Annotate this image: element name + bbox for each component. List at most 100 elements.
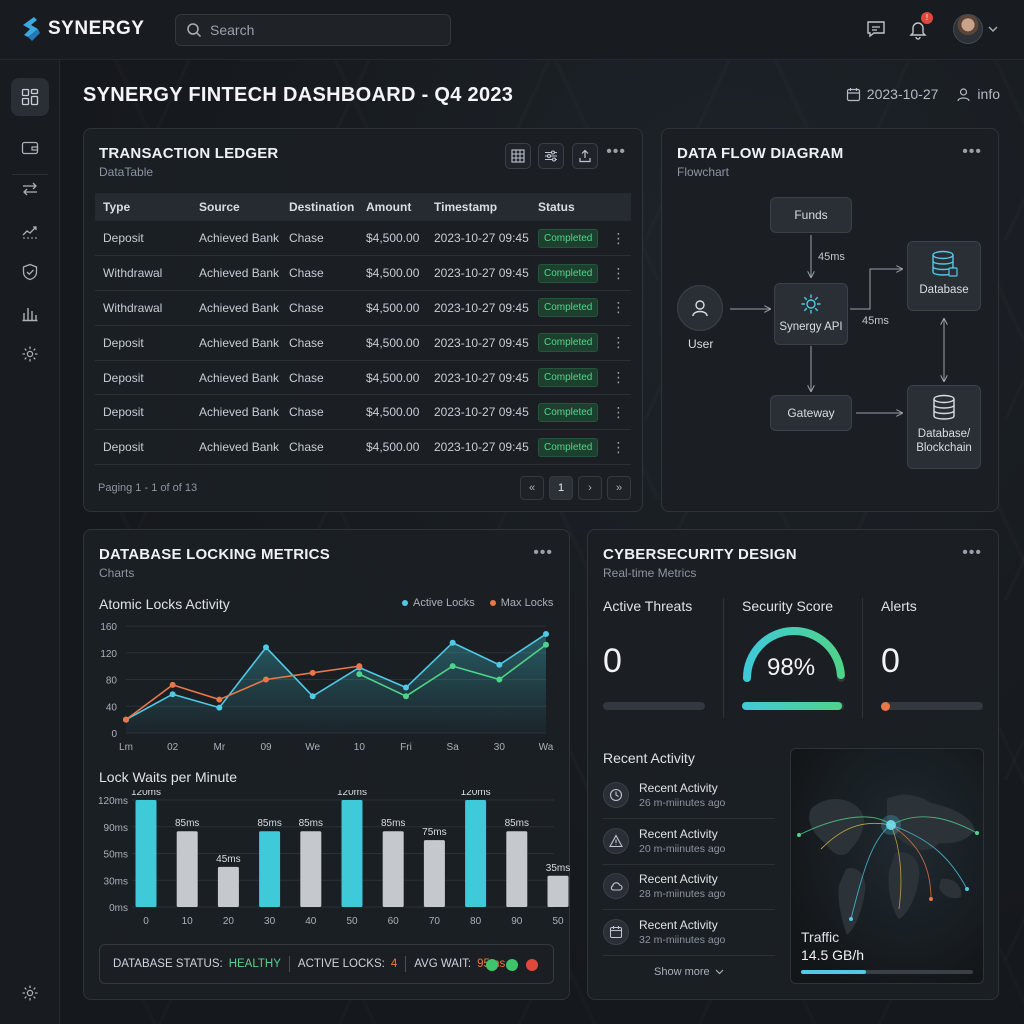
data-point[interactable] [309, 669, 316, 676]
data-point[interactable] [216, 696, 223, 703]
avatar[interactable] [953, 14, 983, 44]
bar[interactable] [465, 800, 487, 907]
header-user-label[interactable]: info [977, 86, 1000, 102]
data-point[interactable] [169, 691, 176, 698]
activity-item[interactable]: Recent Activity 26 m-miinutes ago [603, 774, 775, 819]
col-header-destination[interactable]: Destination [289, 200, 355, 214]
col-header-type[interactable]: Type [103, 200, 131, 214]
row-menu-icon[interactable]: ⋮ [611, 264, 626, 281]
data-point[interactable] [496, 661, 503, 668]
table-row[interactable]: Deposit Achieved Bank Chase $4,500.00 2023-1… [95, 395, 631, 430]
row-menu-icon[interactable]: ⋮ [611, 334, 626, 351]
chevron-down-icon[interactable] [988, 25, 998, 33]
node-synergy-api[interactable]: Synergy API [774, 283, 848, 345]
data-point[interactable] [403, 684, 409, 691]
node-user[interactable] [677, 285, 723, 331]
table-row[interactable]: Withdrawal Achieved Bank Chase $4,500.00 202… [95, 256, 631, 291]
chat-icon[interactable] [865, 18, 887, 40]
table-row[interactable]: Deposit Achieved Bank Chase $4,500.00 2023-1… [95, 325, 631, 361]
bar[interactable] [423, 840, 445, 907]
row-menu-icon[interactable]: ⋮ [611, 438, 626, 455]
user-icon[interactable] [956, 87, 971, 102]
bar[interactable] [547, 875, 569, 907]
node-database[interactable]: Database [907, 241, 981, 311]
table-row[interactable]: Deposit Achieved Bank Chase $4,500.00 2023-1… [95, 221, 631, 256]
data-point[interactable] [216, 704, 223, 711]
traffic-map[interactable]: Traffic 14.5 GB/h [790, 748, 984, 984]
sidebar-item-security[interactable] [11, 253, 49, 291]
row-menu-icon[interactable]: ⋮ [611, 229, 626, 246]
sidebar-item-wallet[interactable] [11, 129, 49, 167]
data-point[interactable] [309, 693, 316, 700]
search-input[interactable] [210, 22, 430, 38]
sidebar-item-analytics[interactable] [11, 294, 49, 332]
warning-icon [609, 834, 623, 848]
bar[interactable] [259, 831, 281, 907]
filter-button[interactable] [538, 143, 564, 169]
data-point[interactable] [449, 663, 456, 670]
data-point[interactable] [263, 644, 269, 651]
data-point[interactable] [543, 631, 549, 638]
data-point[interactable] [356, 663, 363, 670]
export-button[interactable] [572, 143, 598, 169]
activity-item[interactable]: Recent Activity 20 m-miinutes ago [603, 820, 775, 865]
cell-timestamp: 2023-10-27 09:45 [434, 266, 529, 281]
row-menu-icon[interactable]: ⋮ [611, 299, 626, 316]
bar[interactable] [382, 831, 404, 907]
sidebar-item-settings[interactable] [11, 335, 49, 373]
data-point[interactable] [356, 671, 363, 678]
cell-type: Deposit [103, 405, 144, 420]
bar[interactable] [135, 800, 157, 907]
search-box[interactable] [175, 14, 451, 46]
node-funds[interactable]: Funds [770, 197, 852, 233]
flow-more-icon[interactable]: ••• [962, 143, 982, 160]
table-row[interactable]: Withdrawal Achieved Bank Chase $4,500.00 202… [95, 291, 631, 326]
table-row[interactable]: Deposit Achieved Bank Chase $4,500.00 2023-1… [95, 430, 631, 465]
page-number-button[interactable]: 1 [549, 476, 573, 500]
bar-value-label: 85ms [299, 818, 323, 829]
status-dot-green [506, 959, 518, 971]
show-more-button[interactable]: Show more [654, 966, 724, 978]
bar[interactable] [300, 831, 322, 907]
data-point[interactable] [543, 641, 549, 648]
sidebar-item-dashboard[interactable] [11, 78, 49, 116]
bar[interactable] [176, 831, 198, 907]
activity-item[interactable]: Recent Activity 28 m-miinutes ago [603, 865, 775, 910]
x-tick-label: 90 [511, 916, 523, 927]
page-last-button[interactable]: » [607, 476, 631, 500]
data-point[interactable] [449, 639, 456, 646]
col-header-source[interactable]: Source [199, 200, 240, 214]
cell-status: Completed [530, 325, 606, 360]
logo[interactable]: SYNERGY [20, 16, 144, 42]
notification-button[interactable]: ! [907, 12, 933, 40]
bar[interactable] [217, 866, 239, 907]
bar[interactable] [341, 800, 363, 907]
col-header-timestamp[interactable]: Timestamp [434, 200, 498, 214]
data-point[interactable] [263, 676, 269, 683]
col-header-amount[interactable]: Amount [366, 200, 412, 214]
row-menu-icon[interactable]: ⋮ [611, 403, 626, 420]
table-view-button[interactable] [505, 143, 531, 169]
row-menu-icon[interactable]: ⋮ [611, 369, 626, 386]
sidebar-item-trends[interactable] [11, 212, 49, 250]
data-point[interactable] [123, 716, 129, 723]
sidebar-item-transfers[interactable] [11, 170, 49, 208]
data-point[interactable] [169, 681, 176, 688]
ledger-more-icon[interactable]: ••• [606, 143, 626, 160]
activity-item[interactable]: Recent Activity 32 m-miinutes ago [603, 911, 775, 956]
node-gateway[interactable]: Gateway [770, 395, 852, 431]
bar[interactable] [506, 831, 528, 907]
page-next-button[interactable]: › [578, 476, 602, 500]
col-header-status[interactable]: Status [538, 200, 575, 214]
cell-destination: Chase [289, 231, 324, 246]
table-row[interactable]: Deposit Achieved Bank Chase $4,500.00 2023-1… [95, 360, 631, 395]
calendar-icon [609, 926, 623, 939]
data-point[interactable] [496, 676, 503, 683]
locking-more-icon[interactable]: ••• [533, 544, 553, 561]
data-point[interactable] [403, 693, 409, 700]
page-first-button[interactable]: « [520, 476, 544, 500]
node-blockchain[interactable]: Database/ Blockchain [907, 385, 981, 469]
sidebar-item-bottom-settings[interactable] [11, 974, 49, 1012]
cyber-more-icon[interactable]: ••• [962, 544, 982, 561]
gear-icon [22, 985, 38, 1001]
